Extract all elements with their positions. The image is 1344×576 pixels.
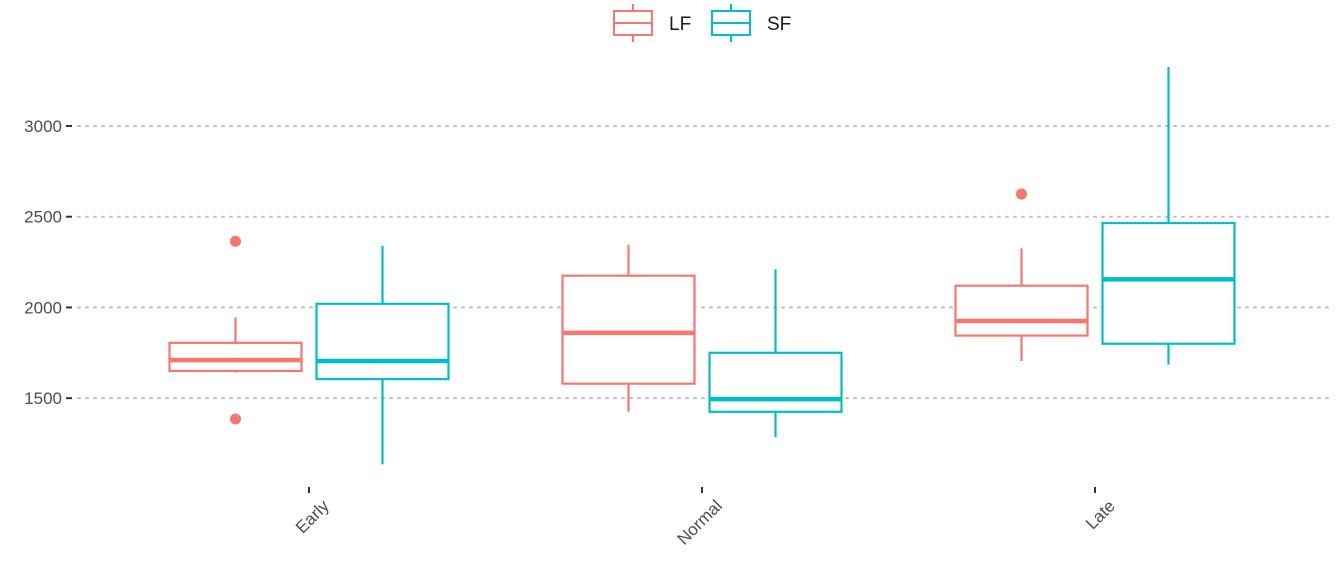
legend-item-LF: LF xyxy=(613,4,691,42)
gridlines xyxy=(77,125,1331,400)
box-SF-Late xyxy=(1101,67,1236,365)
box-series xyxy=(168,67,1236,465)
outlier-point xyxy=(230,235,241,247)
box-SF-Normal xyxy=(708,269,843,438)
x-tick-label: Late xyxy=(1082,496,1119,533)
y-tick-label: 3000 xyxy=(24,117,62,136)
x-tick-label: Early xyxy=(292,496,333,537)
box-iqr xyxy=(1101,221,1236,345)
y-axis: 1500 2000 2500 3000 xyxy=(24,117,72,408)
box-LF-Late xyxy=(954,188,1089,361)
box-SF-Early xyxy=(315,245,450,465)
box-LF-Normal xyxy=(561,244,696,412)
box-iqr xyxy=(561,274,696,385)
box-iqr xyxy=(168,341,303,373)
legend-label: LF xyxy=(669,14,691,35)
y-tick-label: 1500 xyxy=(24,389,62,408)
legend: LF SF xyxy=(613,4,791,42)
outlier-point xyxy=(230,413,241,425)
legend-label: SF xyxy=(767,14,791,35)
x-axis: Early Normal Late xyxy=(292,487,1119,549)
box-iqr xyxy=(954,284,1089,337)
box-iqr xyxy=(315,302,450,381)
x-tick-label: Normal xyxy=(674,496,726,548)
y-tick-label: 2000 xyxy=(24,298,62,317)
outlier-point xyxy=(1016,188,1027,200)
box-iqr xyxy=(708,351,843,413)
y-tick-label: 2500 xyxy=(24,208,62,227)
box-LF-Early xyxy=(168,235,303,425)
legend-item-SF: SF xyxy=(711,4,791,42)
